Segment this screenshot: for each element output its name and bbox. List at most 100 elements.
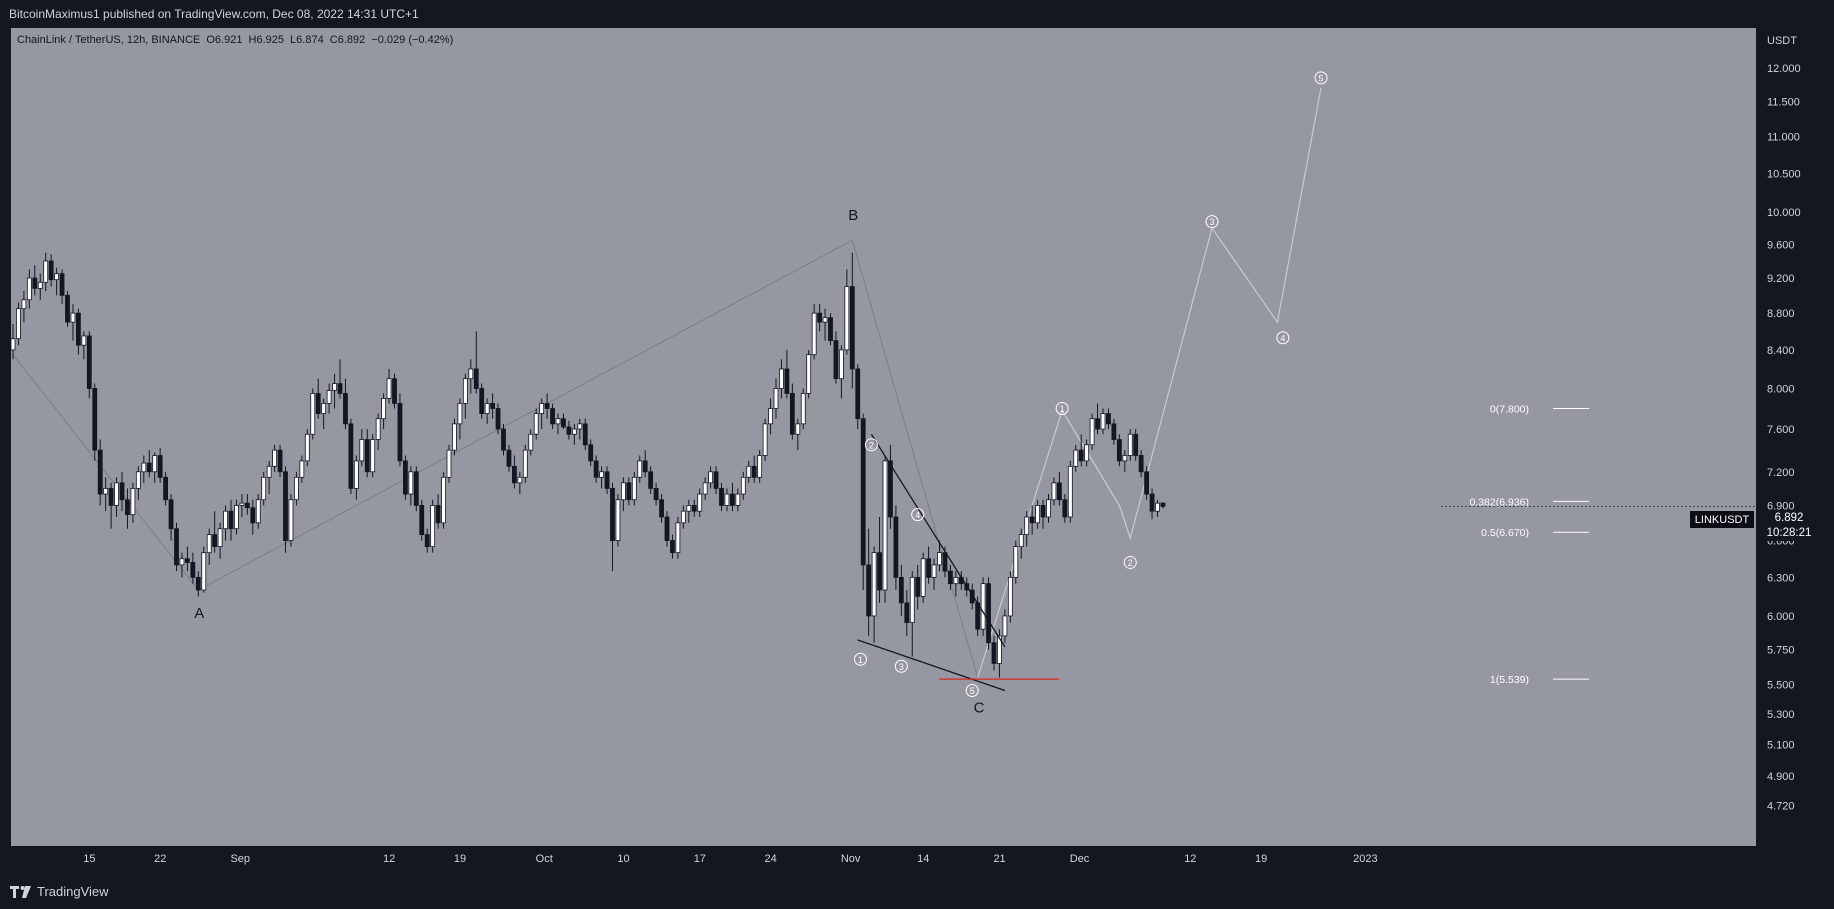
- candle: [381, 393, 387, 430]
- price-chart[interactable]: 4.720 4.900 5.100 5.300 5.500 5.750 6.000 6.300…: [10, 28, 1834, 875]
- candle: [1089, 413, 1095, 451]
- candle: [1018, 528, 1024, 559]
- candle: [223, 505, 228, 541]
- wedge-trendline: [857, 639, 1006, 692]
- candle-body: [719, 488, 724, 506]
- candle-body: [1013, 546, 1019, 578]
- candle: [190, 552, 196, 584]
- candle: [1073, 444, 1079, 472]
- candle-body: [10, 338, 16, 351]
- candle-body: [642, 460, 648, 473]
- brand[interactable]: TradingView: [10, 884, 109, 899]
- candle: [54, 267, 59, 296]
- y-tick-label: 6.000: [1767, 611, 1795, 623]
- candle: [212, 511, 218, 553]
- candle: [680, 505, 686, 529]
- candle: [108, 482, 114, 529]
- last-price-box: 6.892 10:28:21: [1758, 511, 1820, 541]
- candle-body: [457, 403, 463, 425]
- candle-body: [206, 534, 212, 554]
- candle-body: [806, 354, 812, 394]
- wave-label: B: [848, 207, 858, 224]
- candle: [81, 331, 87, 360]
- candle: [1122, 450, 1128, 472]
- candle: [402, 455, 408, 500]
- candle-body: [386, 378, 392, 399]
- chart-area[interactable]: 4.720 4.900 5.100 5.300 5.500 5.750 6.000 6.300…: [10, 28, 1834, 875]
- projection-path: [977, 87, 1322, 678]
- candle-body: [724, 493, 730, 506]
- candle: [866, 528, 872, 636]
- tradingview-logo-icon: [10, 885, 31, 898]
- candle: [65, 290, 70, 327]
- candle-body: [81, 335, 87, 346]
- candle: [141, 455, 147, 483]
- candle-body: [501, 428, 506, 451]
- candle: [114, 477, 119, 517]
- legend-symbol: ChainLink / TetherUS, 12h, BINANCE: [17, 34, 201, 46]
- candle: [48, 254, 54, 287]
- candle: [522, 444, 528, 483]
- candle: [337, 359, 343, 399]
- candle: [457, 398, 463, 440]
- candle: [103, 477, 109, 512]
- candle-body: [762, 423, 768, 456]
- candle: [239, 494, 245, 517]
- impulse-circle: [1276, 331, 1290, 345]
- candle-body: [212, 534, 218, 547]
- candle-body: [26, 277, 32, 301]
- candle: [593, 455, 599, 483]
- candle-body: [839, 349, 844, 380]
- candle-body: [348, 423, 354, 489]
- candle-body: [1035, 505, 1040, 524]
- candle-body: [528, 433, 534, 451]
- candle-body: [65, 294, 70, 323]
- candle-body: [239, 502, 245, 506]
- candle-body: [779, 368, 784, 389]
- candle-body: [468, 368, 474, 380]
- impulse-number: 4: [1280, 333, 1285, 343]
- abc-wave-path: [12, 239, 979, 678]
- candle-body: [277, 449, 283, 473]
- candle-body: [626, 482, 632, 501]
- candle-body: [937, 552, 942, 566]
- candle: [762, 418, 768, 461]
- candle: [621, 477, 626, 512]
- candle: [299, 455, 305, 483]
- candle: [435, 494, 441, 529]
- candle-body: [931, 564, 937, 578]
- y-unit-label: USDT: [1767, 35, 1797, 47]
- candle: [168, 494, 174, 541]
- candle-body: [768, 408, 773, 425]
- candle-body: [190, 562, 196, 578]
- candle: [708, 466, 713, 489]
- candle: [419, 499, 425, 541]
- candle-body: [54, 273, 59, 281]
- candle-body: [103, 488, 109, 495]
- candle: [1155, 499, 1160, 517]
- impulse-marker: 1: [853, 652, 867, 666]
- candle: [795, 418, 801, 451]
- candle: [904, 590, 910, 636]
- candle: [392, 373, 397, 409]
- bar-countdown: 10:28:21: [1766, 527, 1812, 539]
- candle-body: [408, 471, 414, 495]
- candle: [550, 403, 555, 430]
- candle-body: [402, 460, 408, 495]
- candle-body: [664, 516, 670, 541]
- candle-body: [141, 462, 147, 473]
- candle: [1138, 450, 1144, 478]
- candle: [1095, 403, 1100, 435]
- candle: [877, 516, 882, 603]
- candle-body: [1089, 418, 1095, 446]
- candle: [1127, 429, 1133, 461]
- candle-body: [1084, 444, 1090, 462]
- candle-body: [746, 465, 752, 478]
- candle: [615, 494, 621, 547]
- candle-body: [577, 423, 583, 430]
- y-tick-label: 5.750: [1767, 645, 1795, 657]
- candle-body: [490, 403, 496, 409]
- candle-body: [784, 368, 790, 394]
- candle-body: [283, 471, 288, 541]
- candle-body: [97, 449, 103, 495]
